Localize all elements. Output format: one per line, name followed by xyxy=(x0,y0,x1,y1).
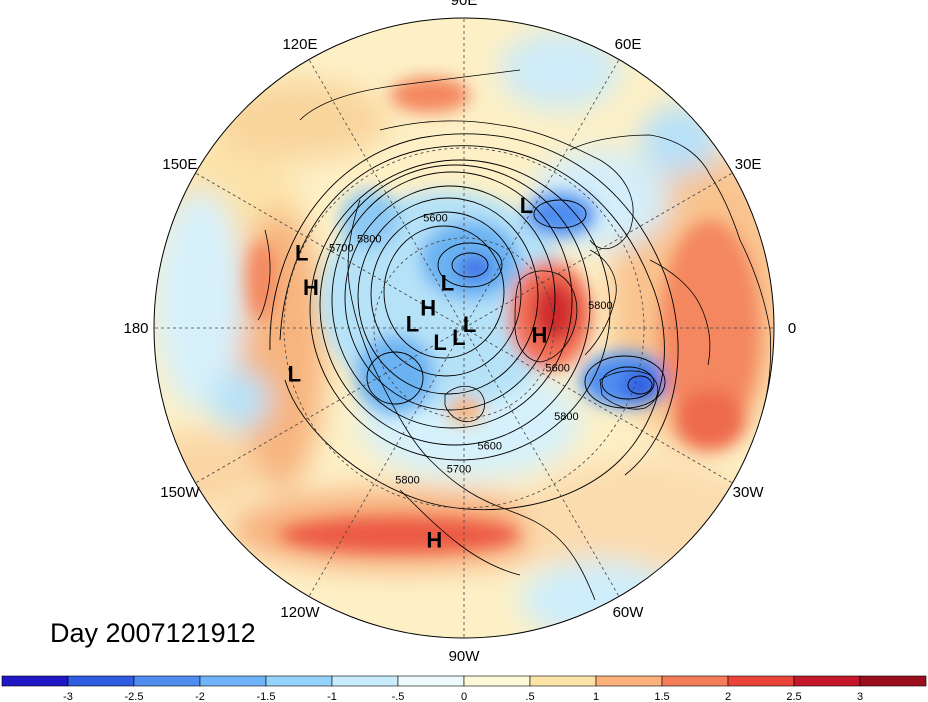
longitude-label: 120E xyxy=(282,36,317,53)
contour-label: 5800 xyxy=(357,234,381,246)
colorbar-swatch xyxy=(463,675,531,687)
low-pressure-label: L xyxy=(520,193,533,218)
meridian-line xyxy=(195,327,465,484)
colorbar-swatch xyxy=(397,675,465,687)
graticule xyxy=(154,18,774,638)
colorbar-tick-label: -3 xyxy=(63,691,73,702)
colorbar-swatch xyxy=(67,675,135,687)
meridian-line xyxy=(463,59,620,329)
high-pressure-label: H xyxy=(303,275,319,300)
longitude-label: 150E xyxy=(162,156,197,173)
contour-label: 5800 xyxy=(554,411,578,423)
contour-label: 5600 xyxy=(545,363,569,375)
low-pressure-label: L xyxy=(452,325,465,350)
colorbar-swatch xyxy=(331,675,399,687)
longitude-label: 60E xyxy=(615,36,642,53)
contour-label: 5800 xyxy=(588,300,612,312)
longitude-label: 120W xyxy=(280,604,320,621)
high-pressure-label: H xyxy=(426,528,442,553)
colorbar-tick-label: -2 xyxy=(195,691,205,702)
contour-label: 5800 xyxy=(395,474,419,486)
map-boundary xyxy=(153,17,775,639)
low-pressure-label: L xyxy=(288,362,301,387)
low-pressure-label: L xyxy=(463,312,476,337)
longitude-label: 60W xyxy=(613,604,645,621)
colorbar-swatch xyxy=(133,675,201,687)
contour-label: 5700 xyxy=(447,464,471,476)
colorbar-tick-label: -2.5 xyxy=(125,691,144,702)
colorbar-swatch xyxy=(265,675,333,687)
longitude-label: 180 xyxy=(123,320,148,337)
colorbar-swatch xyxy=(199,675,267,687)
colorbar: -3 -2.5 -2 -1.5 -1 -.5 0 .5 1 1.5 2 2.5 3 xyxy=(1,675,927,702)
meridian-line xyxy=(308,59,465,329)
contour-labels: 5800 5600 5700 5800 5600 5800 5600 5700 5800 xyxy=(329,213,613,487)
meridian-line xyxy=(195,172,465,329)
colorbar-swatch xyxy=(661,675,729,687)
contour-label: 5700 xyxy=(329,242,353,254)
low-pressure-label: L xyxy=(433,330,446,355)
colorbar-tick-label: 1.5 xyxy=(654,691,669,702)
colorbar-tick-label: -1 xyxy=(327,691,337,702)
low-pressure-label: L xyxy=(295,240,308,265)
contour-label: 5600 xyxy=(478,440,502,452)
meridian-line xyxy=(463,172,733,329)
colorbar-swatch xyxy=(793,675,861,687)
meridian-line xyxy=(463,327,620,597)
high-pressure-label: H xyxy=(420,295,436,320)
colorbar-tick-label: 0 xyxy=(461,691,467,702)
contour-label: 5600 xyxy=(423,213,447,225)
longitude-label: 90W xyxy=(449,648,481,665)
longitude-label: 30E xyxy=(735,156,762,173)
colorbar-swatch xyxy=(727,675,795,687)
day-label: Day 2007121912 xyxy=(50,618,256,648)
colorbar-tick-label: 1 xyxy=(593,691,599,702)
longitude-label: 150W xyxy=(160,484,200,501)
colorbar-tick-label: 2.5 xyxy=(786,691,801,702)
colorbar-tick-label: 3 xyxy=(857,691,863,702)
colorbar-swatch xyxy=(529,675,597,687)
low-pressure-label: L xyxy=(441,271,454,296)
colorbar-swatch xyxy=(859,675,927,687)
colorbar-swatch xyxy=(595,675,663,687)
meridian-line xyxy=(308,327,465,597)
longitude-label: 0 xyxy=(788,320,796,337)
colorbar-tick-label: -.5 xyxy=(392,691,405,702)
colorbar-tick-label: .5 xyxy=(525,691,534,702)
low-pressure-label: L xyxy=(406,312,419,337)
longitude-label: 30W xyxy=(733,484,765,501)
longitude-labels: 90E 60E 30E 0 30W 60W 90W 120W 150W 180 150E 120E xyxy=(123,0,796,665)
colorbar-swatch xyxy=(1,675,69,687)
colorbar-tick-label: -1.5 xyxy=(257,691,276,702)
longitude-label: 90E xyxy=(451,0,478,9)
height-contours xyxy=(269,133,679,511)
high-pressure-label: H xyxy=(532,323,548,348)
meridian-line xyxy=(463,327,733,484)
colorbar-tick-label: 2 xyxy=(725,691,731,702)
